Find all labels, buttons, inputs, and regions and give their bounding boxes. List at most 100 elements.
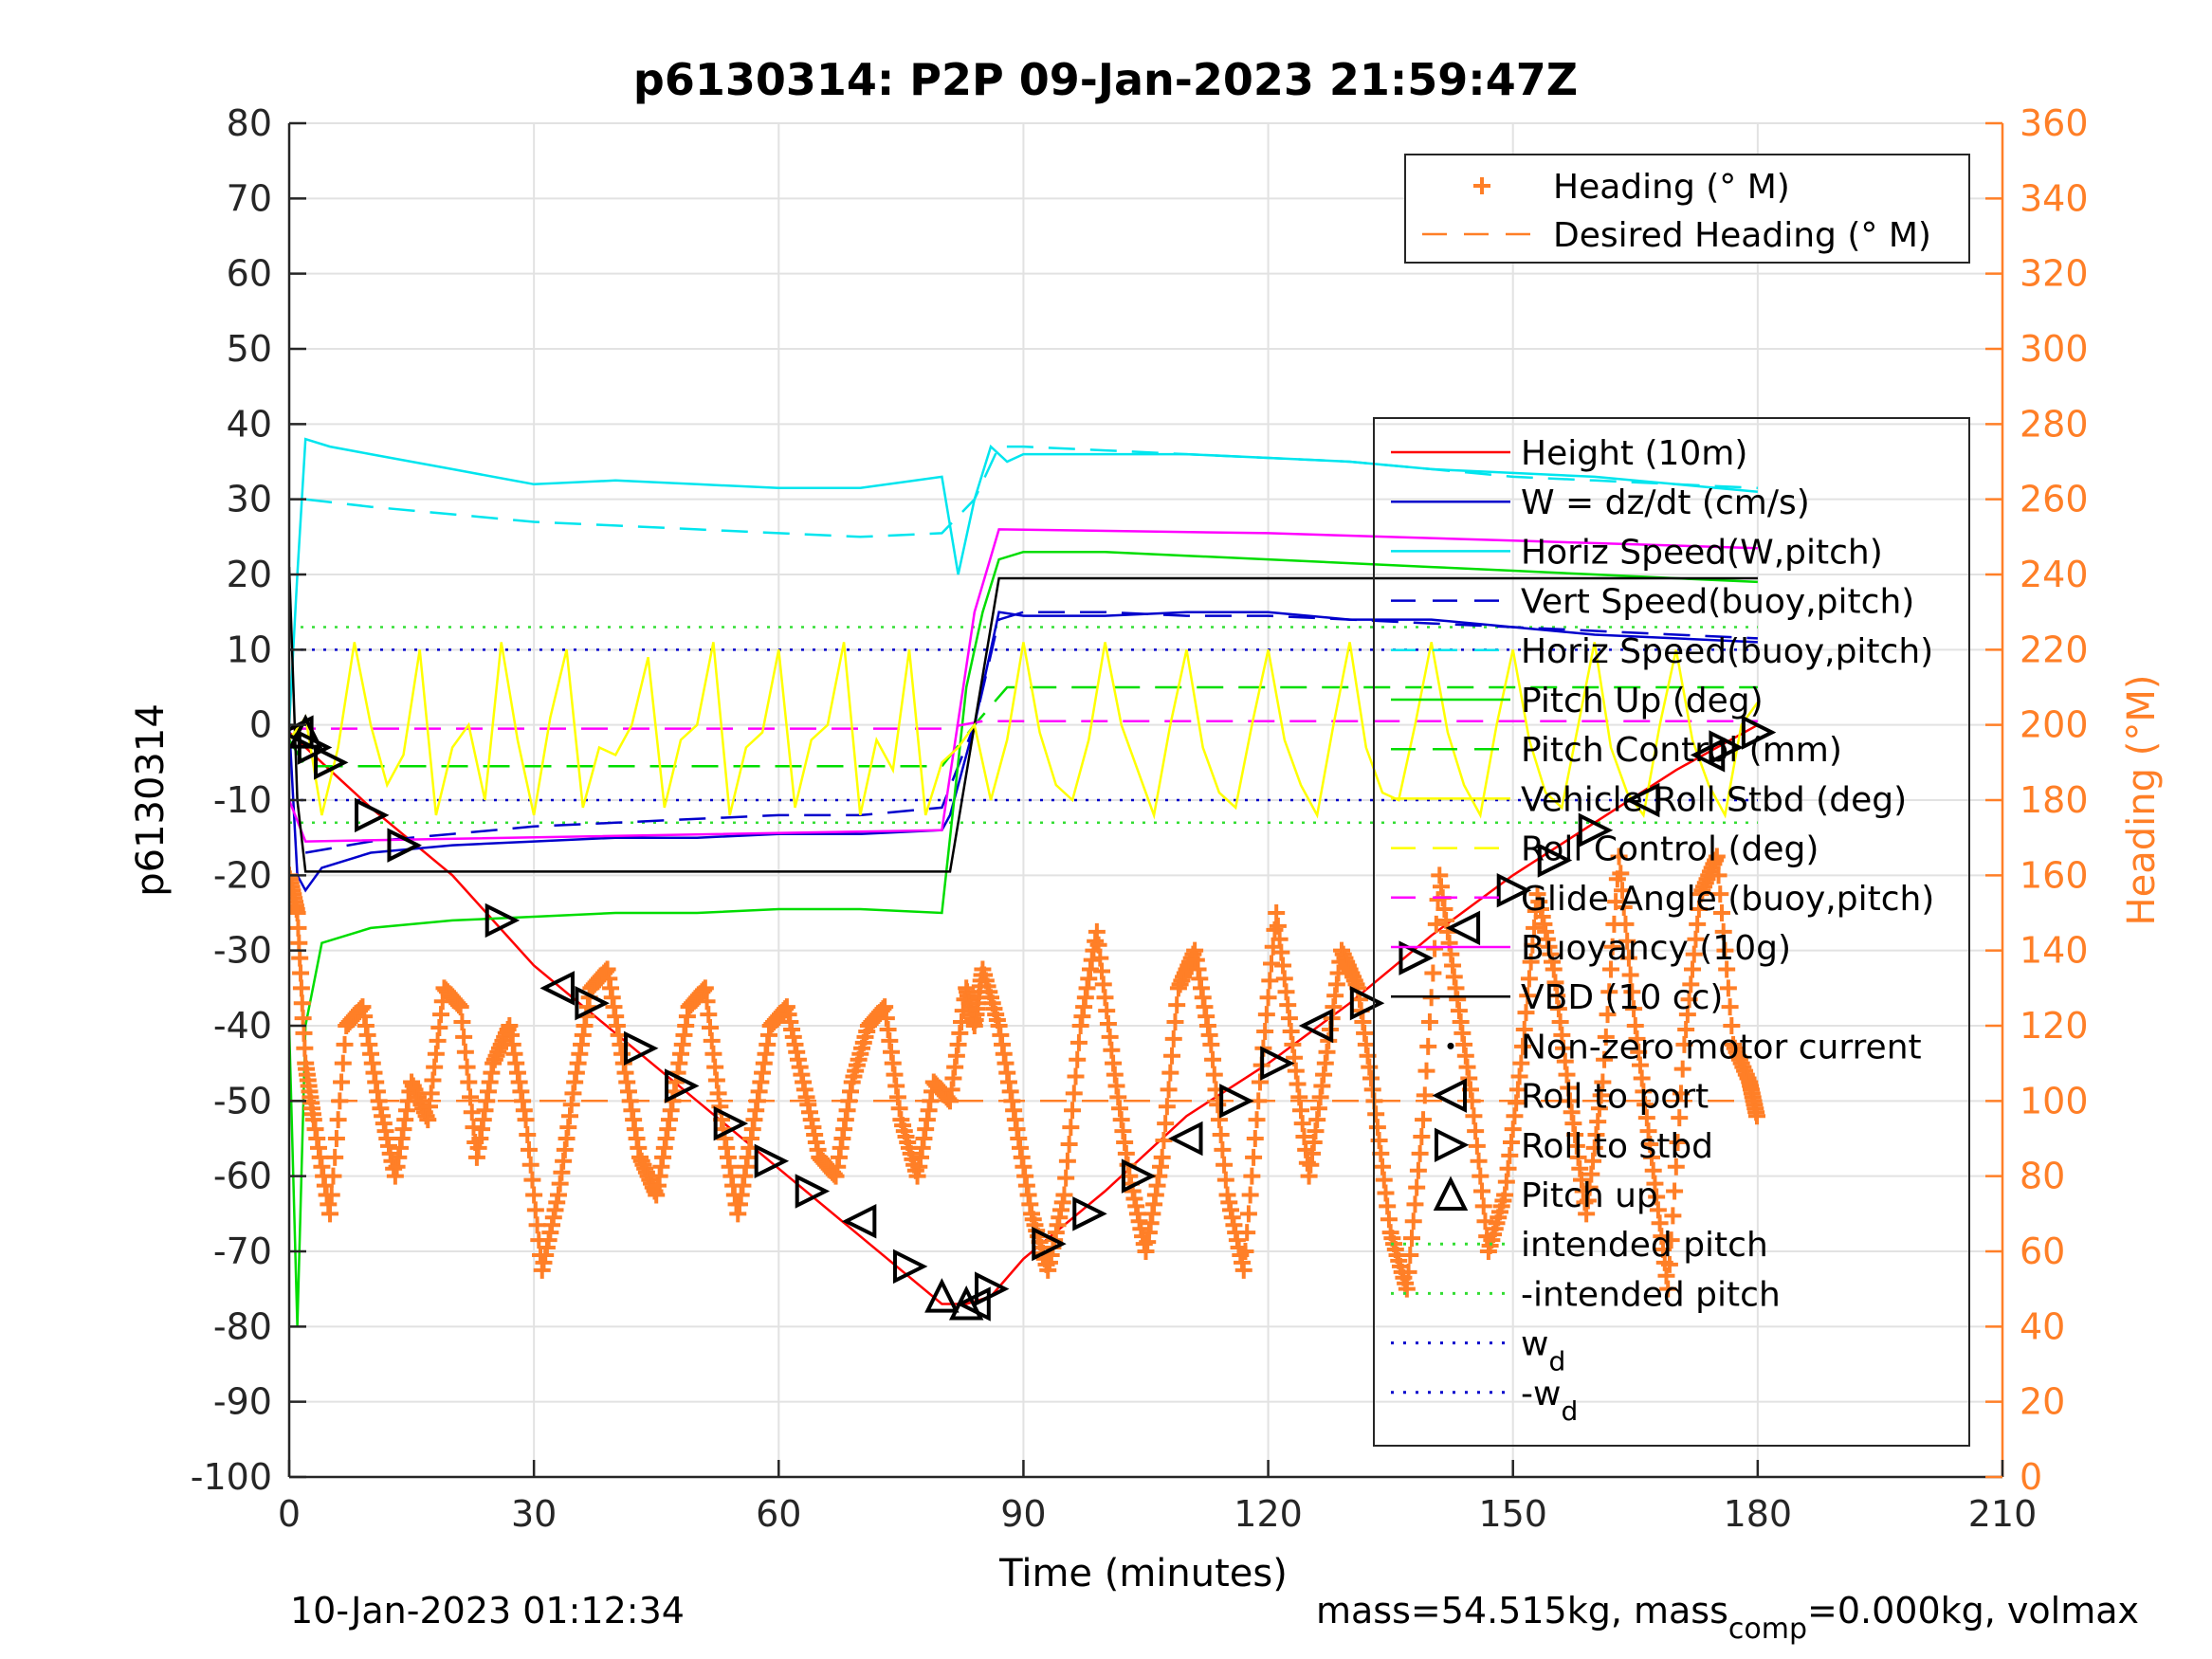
heading-point [1520, 970, 1538, 988]
footer-mass-sub: comp [1728, 1613, 1807, 1646]
heading-point [1684, 960, 1702, 978]
heading-point [294, 1010, 312, 1028]
heading-point [1238, 1224, 1256, 1242]
heading-point [1246, 1130, 1264, 1147]
legend-main-label: Roll to stbd [1521, 1127, 1713, 1166]
heading-point [462, 1088, 480, 1106]
roll-to-port-marker [1298, 1008, 1334, 1044]
heading-point [1662, 1231, 1680, 1249]
series-glide-angle-buoy-pitch- [289, 720, 1758, 730]
heading-point [1060, 1135, 1078, 1153]
legend-main-label: VBD (10 cc) [1521, 978, 1723, 1017]
heading-point [1411, 1144, 1429, 1162]
heading-point [1209, 1096, 1227, 1114]
y-tick-label-left: 20 [227, 554, 272, 595]
heading-point [1160, 1081, 1178, 1099]
y-tick-label-left: 60 [227, 253, 272, 295]
heading-point [1524, 936, 1542, 954]
heading-point [1245, 1148, 1263, 1166]
roll-to-stbd-marker [713, 1105, 749, 1141]
legend-dot [1447, 1042, 1454, 1049]
legend-main-label: Roll Control (deg) [1521, 830, 1819, 869]
heading-point [1415, 1111, 1433, 1129]
y-tick-label-right: 360 [2020, 102, 2089, 144]
heading-point [1708, 848, 1726, 866]
heading-point [1678, 1006, 1696, 1024]
y-tick-label-left: -100 [191, 1456, 272, 1498]
heading-point [326, 1148, 344, 1166]
heading-point [1468, 1137, 1486, 1155]
heading-point [1205, 1066, 1223, 1084]
legend-main-label: Horiz Speed(buoy,pitch) [1521, 632, 1933, 671]
chart-title: p6130314: P2P 09-Jan-2023 21:59:47Z [633, 54, 1578, 105]
heading-point [289, 904, 306, 921]
heading-point [1669, 1133, 1687, 1151]
heading-point [324, 1167, 342, 1185]
y-tick-label-left: -40 [213, 1005, 272, 1047]
heading-point [1404, 1212, 1422, 1231]
heading-point [1248, 1111, 1266, 1129]
heading-point [1164, 1030, 1182, 1048]
heading-point [1058, 1152, 1076, 1170]
legend-main-label: -intended pitch [1521, 1275, 1781, 1314]
y-tick-label-right: 0 [2020, 1456, 2042, 1498]
heading-point [1065, 1085, 1083, 1103]
y-tick-label-left: -50 [213, 1080, 272, 1121]
roll-to-stbd-marker [795, 1174, 831, 1209]
heading-point [526, 1201, 544, 1219]
heading-point [1210, 1111, 1228, 1129]
heading-point [1597, 1028, 1615, 1046]
heading-point [289, 919, 307, 937]
y-tick-label-right: 280 [2020, 403, 2089, 445]
heading-point [455, 1028, 473, 1046]
pitch-up-marker [924, 1278, 960, 1313]
heading-point [1069, 1050, 1087, 1068]
y-tick-label-left: -90 [213, 1381, 272, 1423]
heading-point [1212, 1126, 1230, 1144]
heading-point [1659, 1280, 1677, 1298]
y-tick-label-right: 300 [2020, 328, 2089, 370]
heading-point [327, 1130, 345, 1147]
roll-to-port-marker [1445, 910, 1481, 946]
y-tick-label-right: 340 [2020, 177, 2089, 219]
heading-point [1623, 983, 1641, 1001]
roll-to-stbd-marker [1496, 872, 1532, 908]
heading-point [1214, 1140, 1232, 1158]
heading-point [1517, 1004, 1535, 1022]
heading-point [321, 1205, 339, 1223]
legend-plus [1473, 177, 1490, 194]
x-tick-label: 90 [1000, 1493, 1046, 1535]
heading-point [1680, 991, 1698, 1009]
roll-to-stbd-marker [1741, 715, 1777, 750]
y-tick-label-right: 140 [2020, 930, 2089, 972]
roll-to-stbd-marker [1349, 985, 1385, 1021]
y-tick-label-right: 20 [2020, 1381, 2065, 1423]
heading-point [1621, 966, 1639, 984]
heading-point [451, 998, 469, 1016]
heading-point [1406, 1195, 1424, 1213]
heading-point [1600, 983, 1618, 1001]
heading-point [1251, 1073, 1269, 1091]
x-tick-label: 0 [278, 1493, 301, 1535]
heading-point [528, 1216, 546, 1234]
heading-point [1067, 1067, 1085, 1085]
heading-point [1257, 1006, 1275, 1024]
heading-point [1157, 1115, 1175, 1133]
heading-point [1474, 1197, 1492, 1215]
series-vehicle-roll-stbd-deg- [289, 642, 1759, 820]
heading-point [1689, 915, 1707, 933]
heading-point [1594, 1073, 1612, 1091]
x-tick-label: 150 [1478, 1493, 1547, 1535]
heading-point [1723, 1017, 1741, 1034]
heading-point [1241, 1186, 1259, 1204]
roll-to-stbd-marker [355, 797, 390, 833]
heading-point [292, 964, 310, 982]
roll-to-stbd-marker [1398, 940, 1434, 975]
heading-point [1163, 1047, 1181, 1065]
heading-point [1714, 922, 1732, 940]
roll-to-stbd-marker [1072, 1196, 1107, 1231]
heading-point [1677, 1020, 1695, 1038]
roll-to-port-marker [841, 1204, 877, 1239]
heading-point [1408, 1178, 1426, 1196]
